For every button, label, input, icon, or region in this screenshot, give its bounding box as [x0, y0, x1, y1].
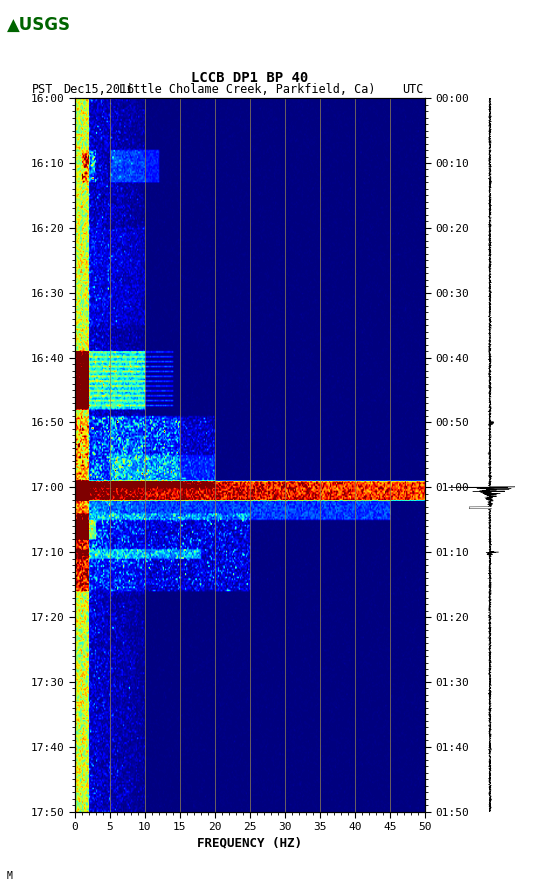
- X-axis label: FREQUENCY (HZ): FREQUENCY (HZ): [197, 837, 302, 849]
- Text: Dec15,2016: Dec15,2016: [63, 83, 135, 95]
- Text: PST: PST: [32, 83, 54, 95]
- Text: UTC: UTC: [402, 83, 423, 95]
- Text: LCCB DP1 BP 40: LCCB DP1 BP 40: [191, 71, 308, 86]
- Text: Little Cholame Creek, Parkfield, Ca): Little Cholame Creek, Parkfield, Ca): [119, 83, 375, 95]
- Text: M: M: [7, 871, 13, 881]
- Text: ▲USGS: ▲USGS: [7, 16, 71, 34]
